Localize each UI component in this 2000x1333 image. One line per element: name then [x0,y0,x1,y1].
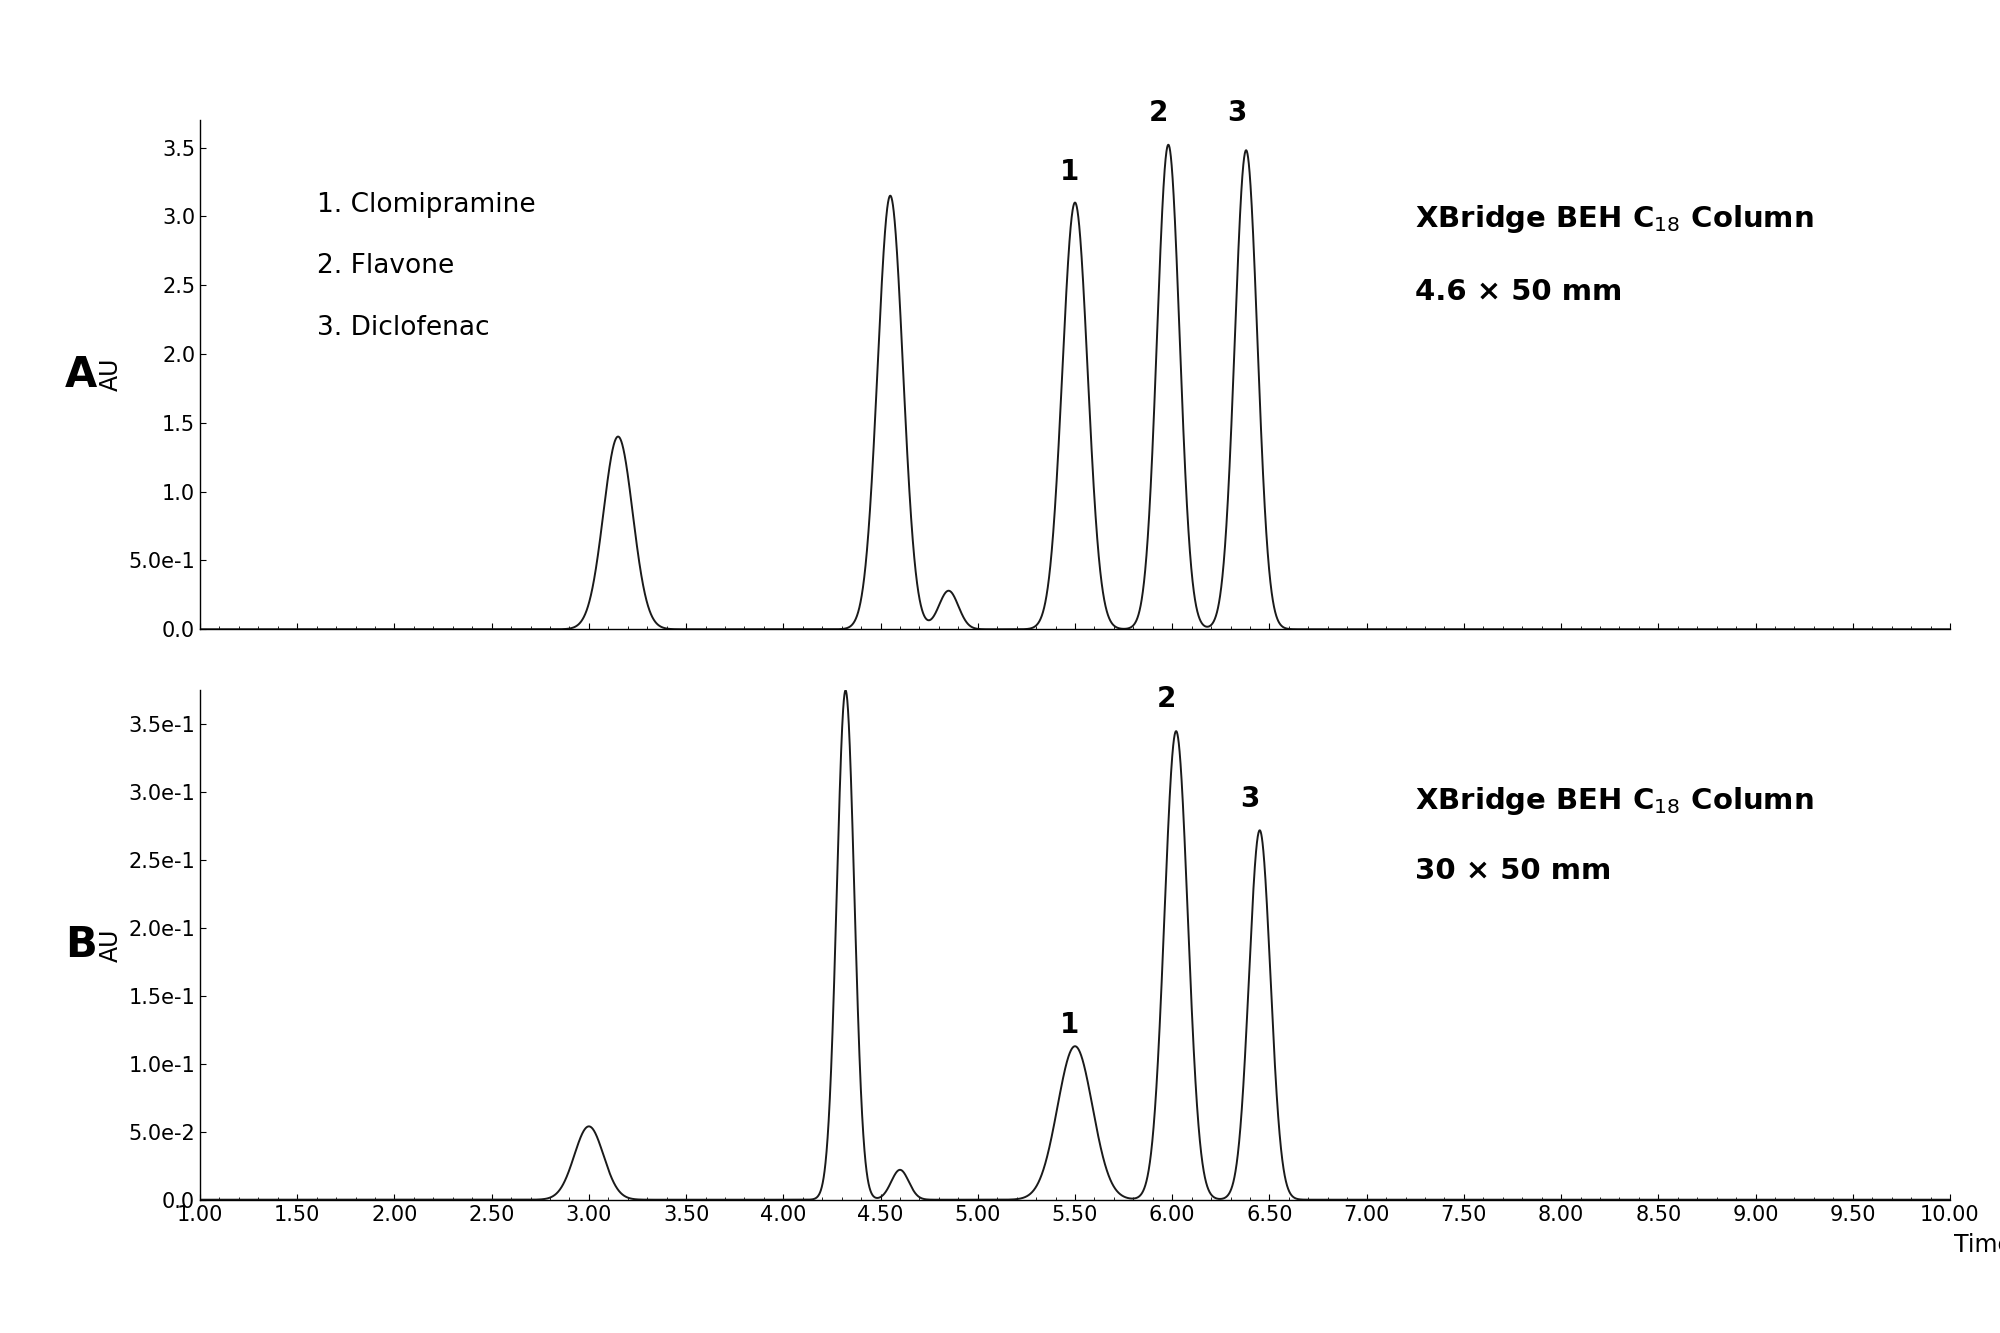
Text: 4.6 × 50 mm: 4.6 × 50 mm [1416,279,1622,307]
Text: 1: 1 [1060,159,1078,187]
Text: Time: Time [1954,1233,2000,1257]
Text: 3: 3 [1240,785,1260,813]
Y-axis label: AU: AU [98,359,122,392]
Text: 1: 1 [1060,1012,1078,1040]
Text: XBridge BEH C$_{18}$ Column: XBridge BEH C$_{18}$ Column [1416,203,1814,235]
Y-axis label: AU: AU [98,928,122,961]
Text: 3. Diclofenac: 3. Diclofenac [316,316,490,341]
Text: A: A [64,353,98,396]
Text: 1. Clomipramine: 1. Clomipramine [316,192,536,217]
Text: 30 × 50 mm: 30 × 50 mm [1416,857,1612,885]
Text: 3: 3 [1226,99,1246,127]
Text: XBridge BEH C$_{18}$ Column: XBridge BEH C$_{18}$ Column [1416,785,1814,817]
Text: B: B [66,924,96,966]
Text: 2: 2 [1156,685,1176,713]
Text: 2: 2 [1148,99,1168,127]
Text: 2. Flavone: 2. Flavone [316,253,454,280]
